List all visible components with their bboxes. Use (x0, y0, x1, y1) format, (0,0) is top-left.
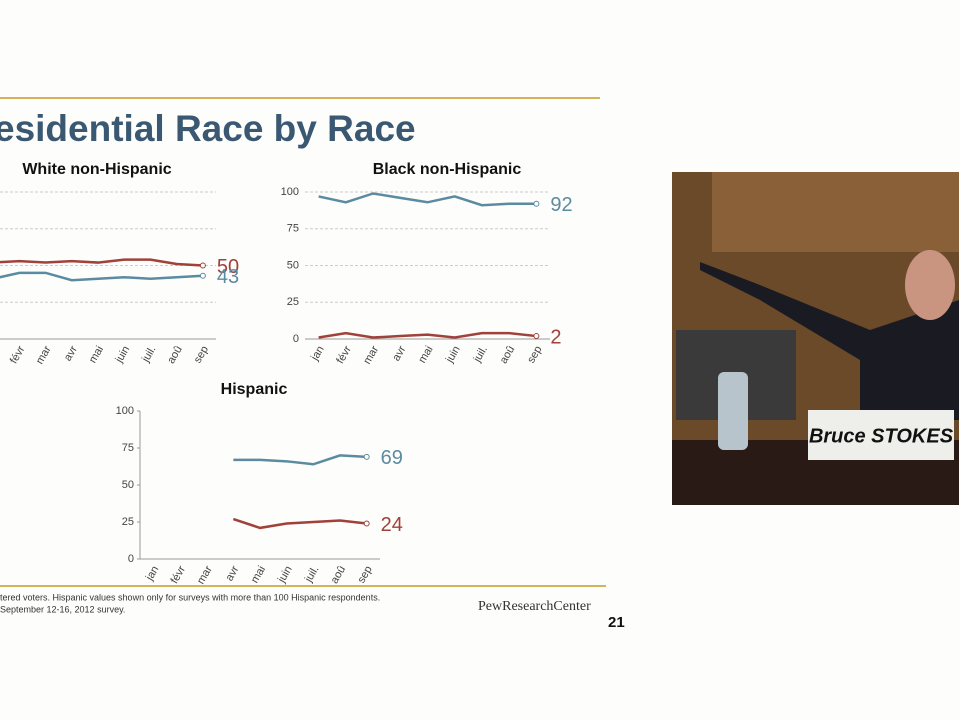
speaker-head (905, 250, 955, 320)
series-line (318, 331, 537, 339)
y-tick-label: 0 (128, 553, 134, 565)
chart-title: Hispanic (221, 381, 288, 398)
end-point (363, 520, 370, 527)
end-label: 43 (217, 266, 239, 288)
y-tick-label: 100 (116, 405, 134, 417)
chart-title: Black non-Hispanic (373, 161, 522, 178)
nameplate-text: Bruce STOKES (809, 425, 954, 447)
end-label: 50 (217, 256, 239, 278)
end-label: 2 (550, 326, 561, 348)
wood-panel (712, 172, 959, 252)
end-point (199, 262, 206, 269)
logo: PewResearchCenter (478, 599, 591, 614)
video-inset: Bruce STOKES (672, 172, 959, 505)
end-label: 24 (381, 514, 403, 536)
end-point (199, 272, 206, 279)
y-tick-label: 100 (281, 186, 299, 198)
page-number: 21 (608, 614, 625, 631)
speaker (700, 262, 959, 420)
y-tick-label: 75 (287, 223, 299, 235)
series-line (233, 454, 367, 466)
water-bottle (718, 372, 748, 450)
chart-title: White non-Hispanic (22, 161, 171, 178)
y-tick-label: 25 (287, 296, 299, 308)
y-tick-label: 25 (122, 516, 134, 528)
slide-title: esidential Race by Race (0, 108, 416, 149)
series-line (232, 517, 367, 530)
series-line (318, 192, 537, 207)
y-tick-label: 75 (122, 442, 134, 454)
series-line (0, 271, 203, 282)
end-point (533, 333, 540, 340)
y-tick-label: 50 (122, 479, 134, 491)
end-point (363, 453, 370, 460)
note: tered voters. Hispanic values shown only… (0, 592, 380, 602)
nameplate (808, 410, 954, 460)
note: September 12-16, 2012 survey. (0, 604, 125, 614)
y-tick-label: 0 (293, 333, 299, 345)
end-point (533, 200, 540, 207)
y-tick-label: 50 (287, 259, 299, 271)
end-label: 92 (550, 194, 572, 216)
series-line (0, 258, 203, 267)
end-label: 69 (381, 447, 403, 469)
